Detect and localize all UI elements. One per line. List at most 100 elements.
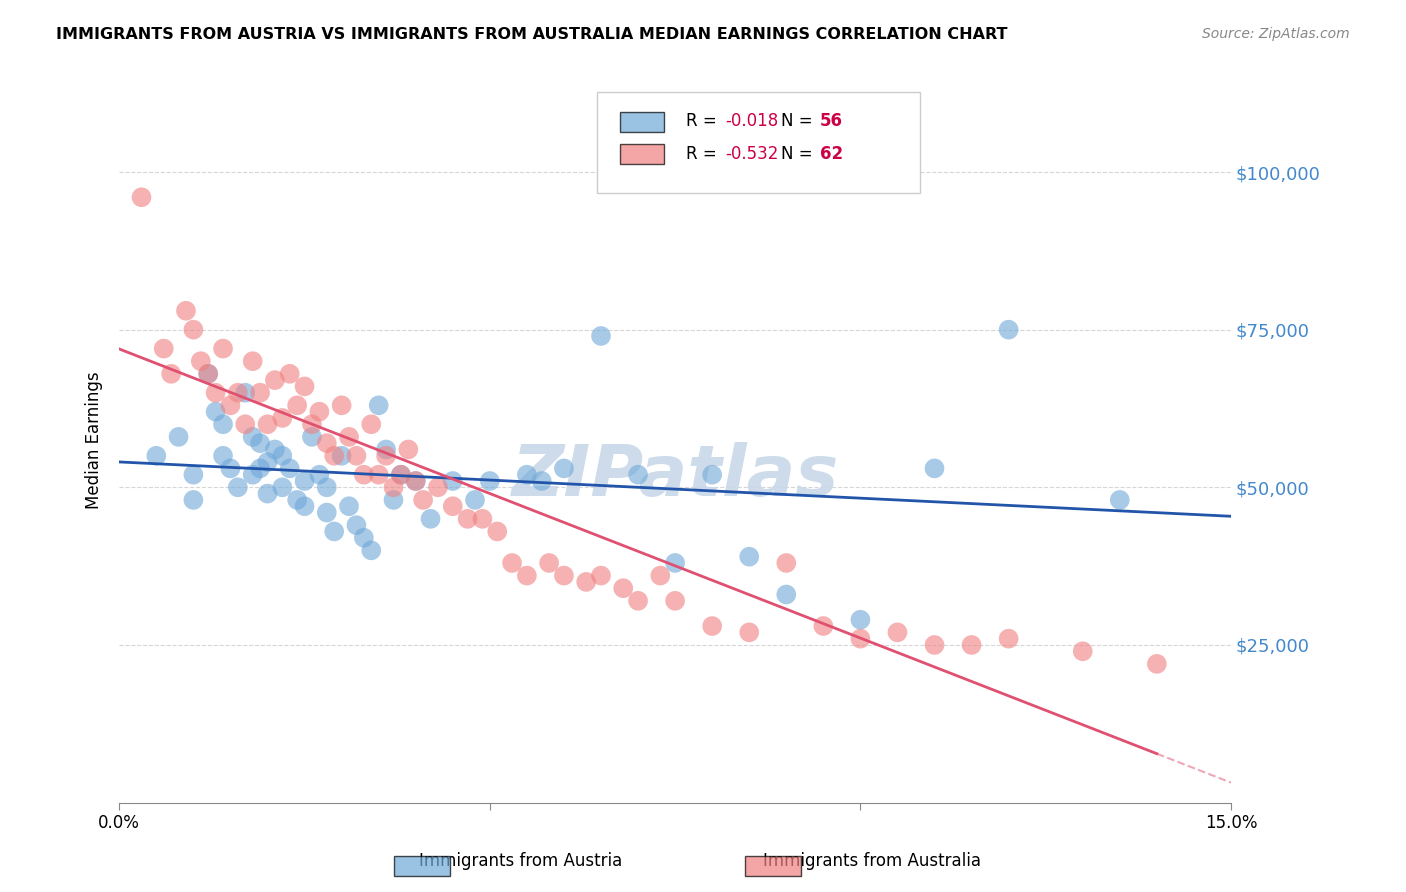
Text: -0.532: -0.532 [725,145,779,162]
Point [226,385,249,400]
Point [212,417,235,432]
Point [627,594,650,608]
Point [249,436,271,450]
Point [486,524,509,539]
Point [271,480,294,494]
Point [997,632,1019,646]
Point [294,474,316,488]
Point [575,574,598,589]
Point [294,379,316,393]
Text: R =: R = [686,112,717,130]
Point [530,474,553,488]
Point [278,367,301,381]
Text: N =: N = [780,112,813,130]
Point [813,619,835,633]
Point [174,303,197,318]
Point [849,613,872,627]
Text: R =: R = [686,145,717,162]
Point [478,474,501,488]
Point [183,467,205,482]
Point [382,480,405,494]
Point [464,492,486,507]
Point [242,430,264,444]
Point [315,436,337,450]
Point [375,449,398,463]
Point [145,449,167,463]
Point [330,449,353,463]
Point [346,518,368,533]
Point [360,417,382,432]
Point [501,556,523,570]
Point [233,385,256,400]
Point [256,455,278,469]
Point [886,625,908,640]
Point [516,467,538,482]
Point [219,461,242,475]
Point [315,506,337,520]
Point [242,467,264,482]
Point [249,461,271,475]
Point [650,568,672,582]
Point [627,467,650,482]
Point [997,323,1019,337]
Point [702,467,724,482]
Point [197,367,219,381]
Point [702,619,724,633]
Point [308,404,330,418]
Point [197,367,219,381]
Text: IMMIGRANTS FROM AUSTRIA VS IMMIGRANTS FROM AUSTRALIA MEDIAN EARNINGS CORRELATION: IMMIGRANTS FROM AUSTRIA VS IMMIGRANTS FR… [56,27,1008,42]
Point [367,467,389,482]
Point [589,568,612,582]
Point [353,531,375,545]
Point [1108,492,1130,507]
Point [382,492,405,507]
Point [346,449,368,463]
Point [405,474,427,488]
Point [538,556,561,570]
Point [849,632,872,646]
Point [389,467,412,482]
Point [738,549,761,564]
Point [396,442,419,457]
Point [271,449,294,463]
Point [375,442,398,457]
Text: 56: 56 [820,112,842,130]
Point [553,568,575,582]
Point [160,367,183,381]
Point [323,449,346,463]
Point [471,512,494,526]
Point [219,398,242,412]
Point [457,512,479,526]
Point [360,543,382,558]
Point [924,461,946,475]
Text: Immigrants from Austria: Immigrants from Austria [419,852,621,870]
Point [167,430,190,444]
Point [315,480,337,494]
Text: ZIPatlas: ZIPatlas [512,442,839,511]
Point [441,474,464,488]
Point [301,417,323,432]
Point [664,556,686,570]
Point [612,581,634,595]
Point [553,461,575,475]
Text: Immigrants from Australia: Immigrants from Australia [762,852,981,870]
Point [226,480,249,494]
FancyBboxPatch shape [598,92,920,194]
Point [256,417,278,432]
Point [412,492,434,507]
Point [212,449,235,463]
Point [278,461,301,475]
Text: 62: 62 [820,145,842,162]
Point [152,342,174,356]
Point [271,411,294,425]
Point [308,467,330,482]
Point [323,524,346,539]
Point [264,373,287,387]
Point [353,467,375,482]
Point [738,625,761,640]
FancyBboxPatch shape [620,145,664,164]
Point [183,492,205,507]
Point [294,500,316,514]
Point [256,486,278,500]
Point [924,638,946,652]
